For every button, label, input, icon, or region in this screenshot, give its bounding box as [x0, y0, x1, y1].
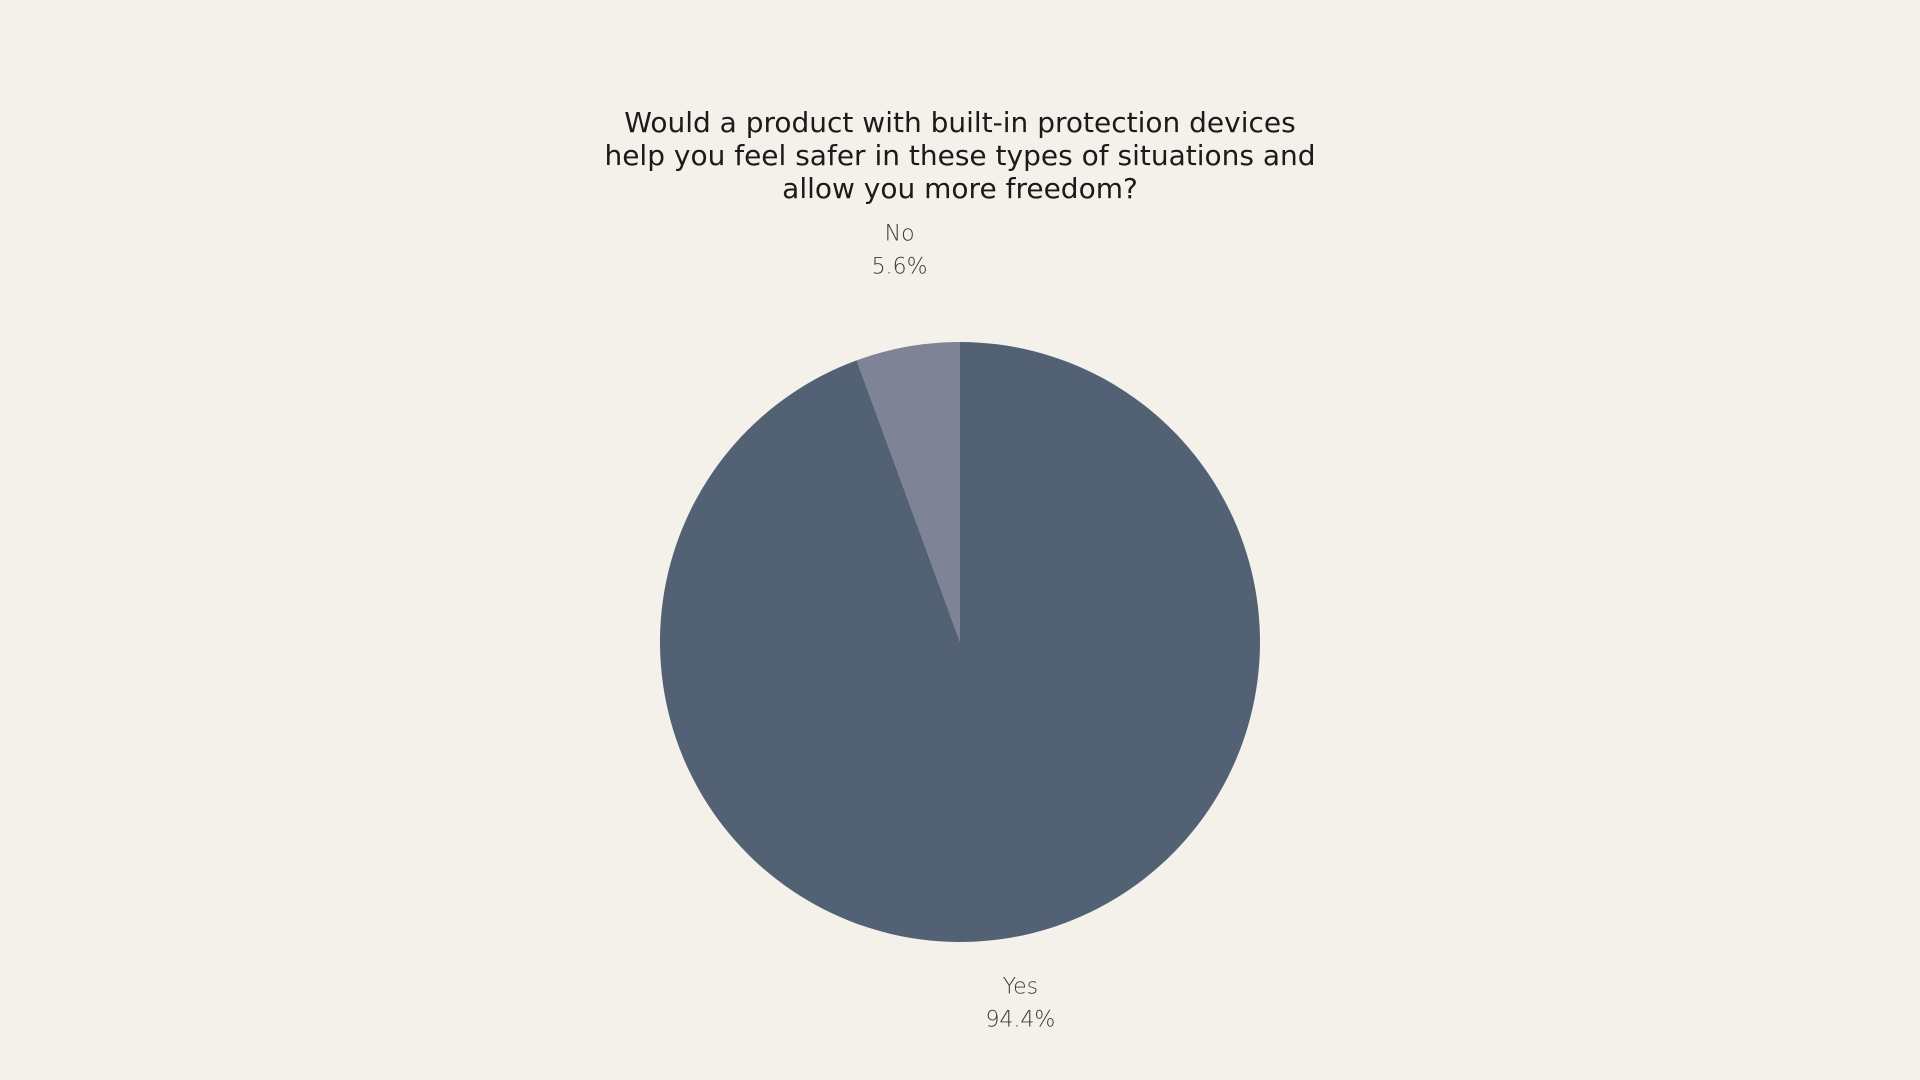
chart-title: Would a product with built-in protection…	[604, 106, 1316, 205]
pie-slice-no	[856, 342, 960, 642]
pie-labels: No 5.6% Yes 94.4%	[872, 221, 1056, 1032]
slice-label-yes: Yes	[1003, 975, 1039, 1000]
pie-slice-yes	[660, 342, 1261, 942]
slice-value-no: 5.6%	[872, 254, 928, 279]
pie-slices	[660, 342, 1261, 942]
slice-value-yes: 94.4%	[985, 1008, 1055, 1033]
slice-label-no: No	[885, 221, 915, 246]
